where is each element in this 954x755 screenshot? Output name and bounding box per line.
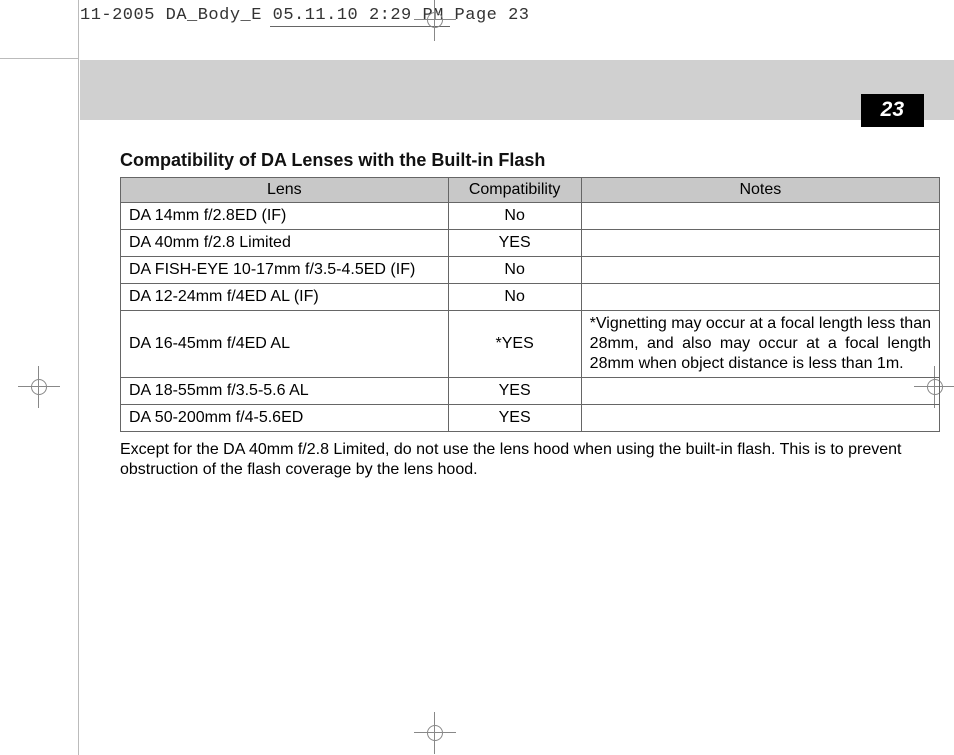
- section-title: Compatibility of DA Lenses with the Buil…: [120, 150, 940, 171]
- table-row: DA 16-45mm f/4ED AL*YES*Vignetting may o…: [121, 311, 940, 378]
- content-region: Compatibility of DA Lenses with the Buil…: [120, 150, 940, 480]
- cell-compatibility: YES: [448, 230, 581, 257]
- footnote-text: Except for the DA 40mm f/2.8 Limited, do…: [120, 440, 940, 480]
- trim-horizontal-top-left: [0, 58, 78, 59]
- cell-notes: [581, 378, 939, 405]
- cell-compatibility: No: [448, 257, 581, 284]
- crop-header-text: 11-2005 DA_Body_E 05.11.10 2:29 PM Page …: [80, 6, 529, 25]
- cell-compatibility: YES: [448, 405, 581, 432]
- table-row: DA 18-55mm f/3.5-5.6 ALYES: [121, 378, 940, 405]
- trim-vertical-left: [78, 0, 79, 755]
- cell-lens: DA 50-200mm f/4-5.6ED: [121, 405, 449, 432]
- cell-notes: [581, 203, 939, 230]
- col-header-compatibility: Compatibility: [448, 178, 581, 203]
- cell-notes: *Vignetting may occur at a focal length …: [581, 311, 939, 378]
- table-row: DA 50-200mm f/4-5.6EDYES: [121, 405, 940, 432]
- cell-compatibility: YES: [448, 378, 581, 405]
- col-header-notes: Notes: [581, 178, 939, 203]
- table-row: DA 12-24mm f/4ED AL (IF)No: [121, 284, 940, 311]
- cell-notes: [581, 257, 939, 284]
- compatibility-table: Lens Compatibility Notes DA 14mm f/2.8ED…: [120, 177, 940, 432]
- cell-lens: DA 14mm f/2.8ED (IF): [121, 203, 449, 230]
- cell-lens: DA 18-55mm f/3.5-5.6 AL: [121, 378, 449, 405]
- header-band: 23: [80, 60, 954, 120]
- registration-mark-bottom: [420, 718, 450, 748]
- table-row: DA 40mm f/2.8 LimitedYES: [121, 230, 940, 257]
- cell-compatibility: No: [448, 284, 581, 311]
- cell-lens: DA 16-45mm f/4ED AL: [121, 311, 449, 378]
- table-row: DA 14mm f/2.8ED (IF)No: [121, 203, 940, 230]
- cell-notes: [581, 405, 939, 432]
- cell-compatibility: No: [448, 203, 581, 230]
- cell-lens: DA 40mm f/2.8 Limited: [121, 230, 449, 257]
- cell-lens: DA FISH-EYE 10-17mm f/3.5-4.5ED (IF): [121, 257, 449, 284]
- col-header-lens: Lens: [121, 178, 449, 203]
- registration-mark-top: [420, 5, 450, 35]
- page-number-badge: 23: [861, 94, 924, 127]
- cell-notes: [581, 230, 939, 257]
- registration-mark-left: [24, 372, 54, 402]
- cell-lens: DA 12-24mm f/4ED AL (IF): [121, 284, 449, 311]
- table-header-row: Lens Compatibility Notes: [121, 178, 940, 203]
- cell-notes: [581, 284, 939, 311]
- cell-compatibility: *YES: [448, 311, 581, 378]
- table-row: DA FISH-EYE 10-17mm f/3.5-4.5ED (IF)No: [121, 257, 940, 284]
